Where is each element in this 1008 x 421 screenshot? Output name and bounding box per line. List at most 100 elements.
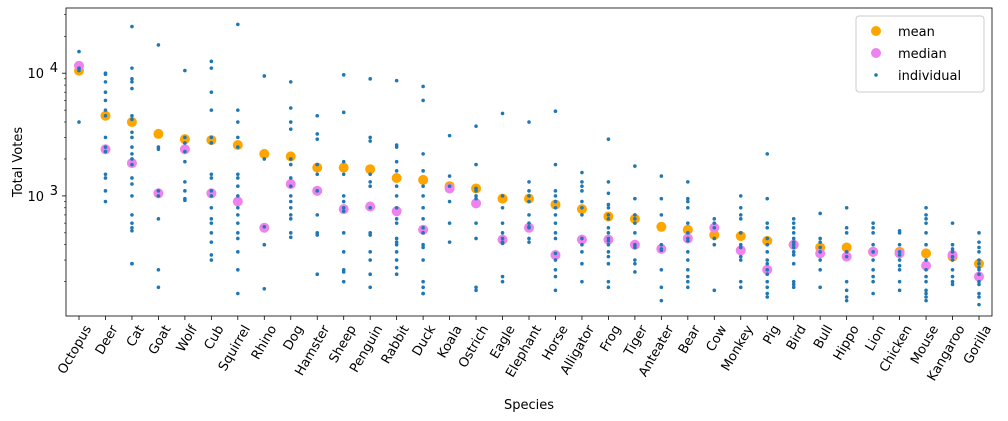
x-tick-label: Bear [676, 322, 704, 356]
individual-point [765, 267, 770, 272]
individual-point [130, 162, 134, 167]
individual-point [765, 225, 770, 230]
individual-point [236, 236, 240, 241]
individual-point [844, 205, 849, 210]
individual-point [77, 49, 81, 54]
individual-point [738, 231, 743, 235]
individual-point [791, 225, 796, 230]
individual-point [818, 250, 822, 254]
individual-point [738, 205, 743, 210]
individual-point [262, 286, 267, 291]
individual-point [924, 291, 928, 296]
individual-point [950, 242, 955, 247]
individual-point [686, 221, 690, 225]
individual-point [633, 217, 637, 221]
individual-point [288, 231, 293, 235]
individual-point [262, 225, 267, 229]
individual-point [924, 213, 928, 217]
individual-point [791, 285, 796, 290]
individual-point [527, 221, 531, 225]
individual-point [368, 184, 372, 188]
individual-point [474, 196, 478, 201]
individual-point [130, 221, 134, 225]
individual-point [315, 272, 320, 277]
individual-point [368, 139, 372, 143]
mean-point [338, 162, 349, 173]
individual-point [580, 170, 584, 175]
individual-point [606, 180, 611, 184]
individual-point [209, 205, 214, 210]
mean-point [550, 199, 561, 210]
individual-point [765, 258, 770, 262]
mean-point [365, 164, 376, 175]
individual-point [738, 245, 743, 250]
individual-point [818, 267, 822, 272]
individual-point [209, 253, 214, 257]
individual-point [103, 149, 108, 154]
individual-point [183, 189, 187, 193]
mean-point [524, 193, 534, 204]
individual-point [236, 250, 240, 254]
mean-point [656, 221, 667, 232]
individual-point [977, 302, 981, 307]
individual-point [871, 231, 875, 235]
individual-point [288, 80, 293, 84]
individual-point [527, 180, 531, 184]
individual-point [606, 217, 611, 221]
mean-point [312, 162, 323, 173]
mean-point [497, 193, 508, 204]
individual-point [130, 228, 134, 233]
individual-point [712, 242, 717, 247]
individual-point [236, 194, 240, 198]
individual-point [209, 90, 214, 95]
individual-point [527, 240, 531, 244]
individual-point [183, 198, 187, 203]
x-tick-label: Cow [704, 323, 731, 355]
individual-point [236, 221, 240, 225]
individual-point [712, 236, 717, 241]
individual-point [156, 267, 161, 272]
individual-point [421, 242, 425, 247]
individual-point [818, 211, 822, 216]
individual-point [341, 110, 346, 115]
individual-point [712, 217, 717, 221]
individual-point [818, 285, 822, 290]
legend-marker-mean [871, 26, 881, 36]
individual-point [130, 182, 134, 186]
individual-point [791, 250, 796, 254]
individual-point [791, 282, 796, 287]
plot-area [74, 22, 984, 307]
individual-point [686, 231, 690, 235]
individual-point [368, 233, 372, 237]
mean-point [735, 231, 746, 242]
individual-point [527, 213, 531, 217]
individual-point [950, 250, 955, 254]
individual-point [156, 217, 161, 221]
individual-point [421, 231, 425, 235]
individual-point [156, 194, 161, 198]
individual-point [183, 68, 187, 73]
individual-point [103, 72, 108, 77]
individual-point [765, 221, 770, 225]
individual-point [924, 258, 928, 262]
individual-point [288, 127, 293, 131]
individual-point [236, 213, 240, 217]
individual-point [183, 149, 187, 154]
median-point [285, 179, 296, 190]
individual-point [791, 245, 796, 250]
individual-point [844, 298, 849, 303]
individual-point [606, 213, 611, 217]
individual-point [738, 254, 743, 259]
individual-point [606, 205, 611, 210]
individual-point [712, 288, 717, 293]
individual-point [765, 295, 770, 299]
individual-point [394, 242, 399, 247]
individual-point [288, 217, 293, 221]
individual-point [394, 272, 399, 277]
individual-point [236, 120, 240, 124]
individual-point [871, 225, 875, 230]
legend-marker-median [871, 48, 881, 58]
individual-point [897, 231, 902, 235]
individual-point [236, 267, 240, 272]
